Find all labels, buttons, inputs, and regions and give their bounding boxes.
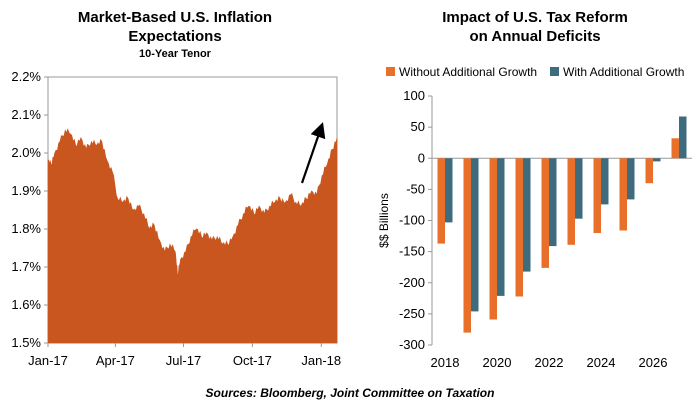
- legend-swatch-with: [550, 67, 559, 76]
- bar-with-growth-2023: [575, 158, 583, 219]
- bar-without-growth-2027: [671, 138, 679, 159]
- right-x-tick-label: 2024: [587, 355, 616, 370]
- right-y-tick-label: 0: [418, 150, 425, 165]
- bar-with-growth-2026: [653, 158, 661, 162]
- left-y-tick-label: 2.2%: [11, 69, 41, 84]
- left-x-tick-label: Oct-17: [233, 353, 272, 368]
- bar-without-growth-2018: [437, 158, 445, 244]
- inflation-area: [47, 128, 338, 344]
- right-chart-title: Impact of U.S. Tax Reform on Annual Defi…: [442, 9, 628, 45]
- bar-without-growth-2024: [593, 158, 601, 233]
- right-y-tick-label: -300: [399, 337, 425, 352]
- bar-without-growth-2022: [541, 158, 549, 268]
- sources-footer: Sources: Bloomberg, Joint Committee on T…: [205, 386, 495, 400]
- right-y-tick-label: -50: [406, 181, 425, 196]
- left-y-tick-label: 1.6%: [11, 297, 41, 312]
- right-x-tick-label: 2020: [483, 355, 512, 370]
- bar-with-growth-2018: [445, 158, 453, 223]
- left-y-tick-label: 1.9%: [11, 183, 41, 198]
- right-x-tick-label: 2022: [535, 355, 564, 370]
- right-y-tick-label: -100: [399, 213, 425, 228]
- bar-without-growth-2020: [489, 158, 497, 320]
- right-x-tick-label: 2026: [639, 355, 668, 370]
- up-arrow-icon: [300, 122, 326, 184]
- bar-without-growth-2025: [619, 158, 627, 231]
- bar-with-growth-2027: [679, 116, 687, 159]
- left-y-tick-label: 1.7%: [11, 259, 41, 274]
- left-x-tick-label: Jan-18: [301, 353, 341, 368]
- bar-with-growth-2019: [471, 158, 479, 312]
- left-chart-title: Market-Based U.S. Inflation Expectations: [77, 9, 273, 45]
- bar-with-growth-2025: [627, 158, 635, 200]
- legend-swatch-without: [386, 67, 395, 76]
- bar-with-growth-2024: [601, 158, 609, 205]
- right-y-tick-label: -250: [399, 306, 425, 321]
- left-y-tick-label: 2.1%: [11, 107, 41, 122]
- left-y-tick-label: 1.8%: [11, 221, 41, 236]
- left-x-tick-label: Jan-17: [28, 353, 68, 368]
- left-x-tick-label: Apr-17: [96, 353, 135, 368]
- bar-without-growth-2023: [567, 158, 575, 245]
- bar-with-growth-2020: [497, 158, 505, 296]
- legend-label-with: With Additional Growth: [563, 65, 684, 79]
- right-y-tick-label: -200: [399, 275, 425, 290]
- right-x-tick-label: 2018: [431, 355, 460, 370]
- left-chart-subtitle: 10-Year Tenor: [139, 48, 211, 60]
- right-y-tick-label: 50: [411, 119, 425, 134]
- right-y-tick-label: 100: [403, 88, 425, 103]
- bar-without-growth-2019: [463, 158, 471, 333]
- bar-with-growth-2022: [549, 158, 557, 247]
- right-y-axis-title: $$ Billions: [377, 193, 391, 248]
- left-x-tick-label: Jul-17: [166, 353, 201, 368]
- right-y-tick-label: -150: [399, 244, 425, 259]
- legend-label-without: Without Additional Growth: [399, 65, 537, 79]
- bar-without-growth-2021: [515, 158, 523, 297]
- left-y-tick-label: 1.5%: [11, 335, 41, 350]
- bar-without-growth-2026: [645, 158, 653, 184]
- bar-with-growth-2021: [523, 158, 531, 272]
- left-y-tick-label: 2.0%: [11, 145, 41, 160]
